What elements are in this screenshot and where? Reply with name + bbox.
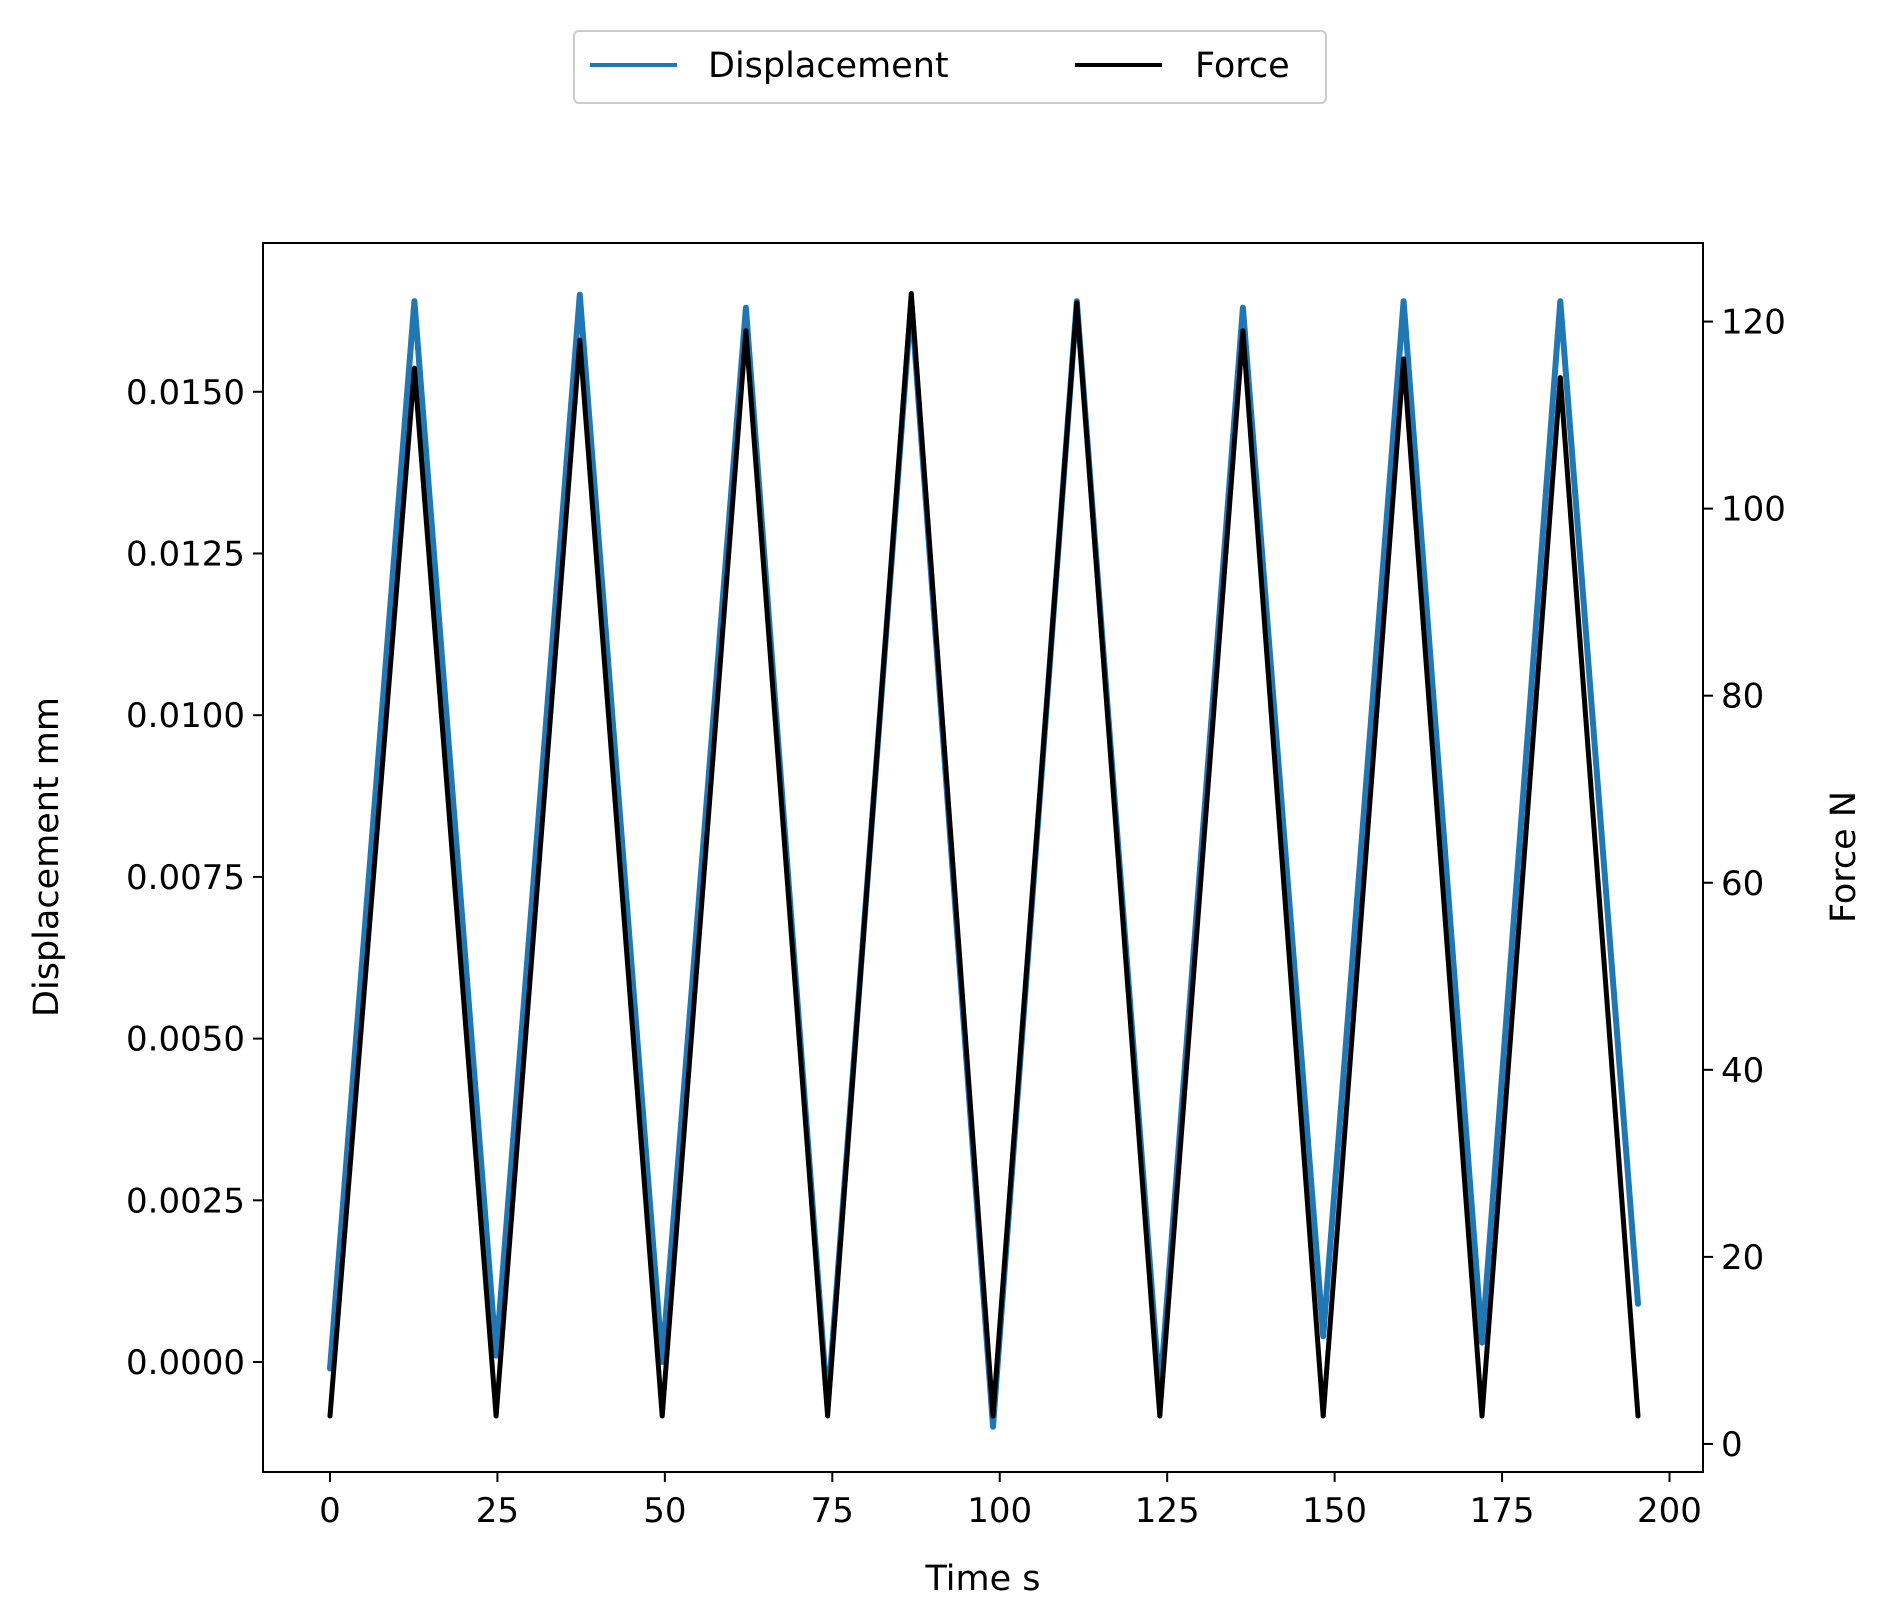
y-right-tick-label: 100	[1721, 490, 1786, 530]
x-tick-label: 200	[1637, 1491, 1702, 1531]
data-point-displacement	[990, 1424, 996, 1430]
data-point-displacement	[1479, 1340, 1485, 1346]
x-tick-label: 25	[476, 1491, 519, 1531]
x-axis-label: Time s	[924, 1559, 1040, 1599]
data-point-force	[411, 365, 417, 371]
data-point-displacement	[411, 298, 417, 304]
data-point-force	[493, 1413, 499, 1419]
data-point-force	[1635, 1413, 1641, 1419]
x-axis: 0 25 50 75 100 125 150 175 200	[319, 1472, 1702, 1531]
data-point-displacement	[577, 292, 583, 298]
data-point-force	[1074, 300, 1080, 306]
legend: Displacement Force	[573, 30, 1327, 104]
x-tick-label: 0	[319, 1491, 341, 1531]
data-point-force	[990, 1413, 996, 1419]
y-left-tick-label: 0.0000	[126, 1343, 245, 1383]
x-tick-label: 100	[967, 1491, 1032, 1531]
y-right-tick-label: 60	[1721, 864, 1764, 904]
data-point-displacement	[743, 305, 749, 311]
x-tick-label: 150	[1302, 1491, 1367, 1531]
data-point-force	[825, 1413, 831, 1419]
y-axis-left-label: Displacement mm	[27, 697, 67, 1017]
y-axis-right: 0 20 40 60 80 100 120	[1703, 303, 1786, 1465]
x-tick-label: 125	[1135, 1491, 1200, 1531]
y-axis-right-label: Force N	[1824, 791, 1864, 923]
data-point-force	[908, 291, 914, 296]
data-point-displacement	[1401, 298, 1407, 304]
y-right-tick-label: 40	[1721, 1051, 1764, 1091]
y-right-tick-label: 0	[1721, 1425, 1743, 1465]
y-right-tick-label: 80	[1721, 677, 1764, 717]
data-point-force	[327, 1413, 333, 1419]
plot-frame	[262, 242, 1704, 1473]
y-left-tick-label: 0.0075	[126, 858, 245, 898]
data-point-displacement	[1635, 1301, 1641, 1307]
data-point-displacement	[659, 1359, 665, 1365]
y-right-tick-label: 20	[1721, 1238, 1764, 1278]
data-point-displacement	[493, 1353, 499, 1359]
data-point-force	[1240, 328, 1246, 334]
legend-label-displacement: Displacement	[708, 46, 949, 86]
x-tick-label: 50	[643, 1491, 686, 1531]
legend-label-force: Force	[1195, 46, 1290, 86]
data-point-displacement	[1320, 1333, 1326, 1339]
plot-series	[327, 291, 1641, 1430]
x-tick-label: 175	[1470, 1491, 1535, 1531]
legend-frame	[573, 30, 1327, 104]
data-point-force	[1401, 356, 1407, 362]
data-point-force	[577, 337, 583, 343]
y-left-tick-label: 0.0125	[126, 534, 245, 574]
x-tick-label: 75	[811, 1491, 854, 1531]
data-point-force	[1479, 1413, 1485, 1419]
data-point-force	[659, 1413, 665, 1419]
y-right-tick-label: 120	[1721, 303, 1786, 343]
data-point-displacement	[1240, 305, 1246, 311]
y-left-tick-label: 0.0100	[126, 696, 245, 736]
y-left-tick-label: 0.0025	[126, 1181, 245, 1221]
y-axis-left: 0.0000 0.0025 0.0050 0.0075 0.0100 0.0125 0.01…	[126, 373, 263, 1383]
data-point-force	[1320, 1413, 1326, 1419]
data-point-force	[1557, 375, 1563, 381]
y-left-tick-label: 0.0050	[126, 1020, 245, 1060]
y-left-tick-label: 0.0150	[126, 373, 245, 413]
data-point-force	[1157, 1413, 1163, 1419]
data-point-displacement	[1557, 298, 1563, 304]
data-point-force	[743, 328, 749, 334]
